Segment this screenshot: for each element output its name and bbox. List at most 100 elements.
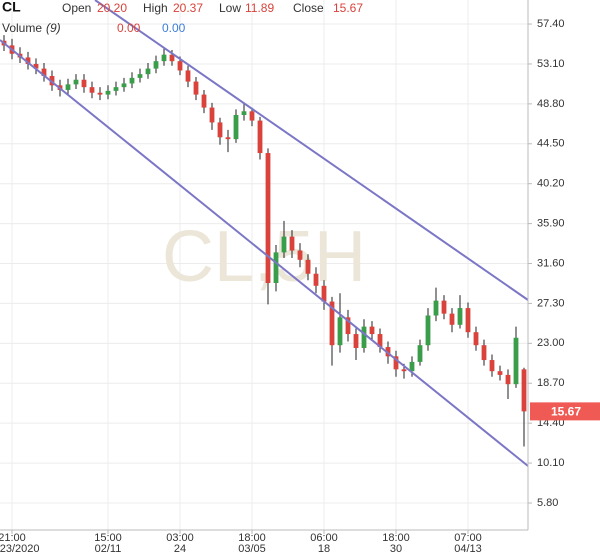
candle-body	[65, 84, 71, 90]
candle-body	[129, 77, 135, 84]
candle-body	[385, 347, 391, 357]
x-tick-label: 18:00	[238, 532, 266, 544]
channel-upper	[94, 0, 529, 301]
candle-body	[449, 313, 455, 325]
candle-body	[473, 332, 479, 346]
candle-body	[369, 326, 375, 335]
x-tick-date: 24	[174, 543, 186, 555]
x-tick-date: 01/23/2020	[0, 543, 40, 555]
candle-body	[249, 111, 255, 121]
candle-body	[25, 57, 31, 64]
watermark: CL,5H	[162, 217, 366, 297]
high-value: 20.37	[173, 1, 203, 15]
low-value: 11.89	[245, 1, 274, 15]
low-label: Low	[219, 1, 241, 15]
candle-body	[377, 334, 383, 348]
volume-period: (9)	[46, 21, 61, 35]
candle-body	[145, 68, 151, 75]
candle-body	[425, 315, 431, 346]
candle-body	[41, 68, 47, 77]
last-price-label: 15.67	[551, 405, 581, 419]
candle-body	[313, 273, 319, 286]
y-tick-label: 35.90	[537, 218, 565, 230]
y-tick-label: 57.40	[537, 18, 565, 30]
open-label: Open	[62, 1, 91, 15]
x-tick-date: 18	[318, 543, 330, 555]
y-tick-label: 48.80	[537, 98, 565, 110]
candle-body	[161, 54, 167, 62]
open-value: 20.20	[97, 1, 127, 15]
symbol: CL	[2, 0, 21, 15]
candle-body	[393, 356, 399, 370]
candle-body	[337, 317, 343, 346]
candle-body	[193, 81, 199, 95]
close-value: 15.67	[333, 1, 363, 15]
candle-body	[105, 90, 111, 95]
candle-body	[457, 308, 463, 325]
y-tick-label: 18.70	[537, 377, 565, 389]
y-tick-label: 23.00	[537, 337, 565, 349]
candle-body	[321, 285, 327, 302]
candle-body	[81, 79, 87, 88]
candle-body	[353, 334, 359, 348]
volume-value: 0.00	[117, 21, 141, 35]
x-tick-label: 21:00	[0, 532, 26, 544]
candle-body	[225, 137, 231, 140]
candle-body	[201, 94, 207, 108]
close-label: Close	[293, 1, 324, 15]
candle-body	[89, 87, 95, 93]
candle-body	[121, 83, 127, 88]
candle-body	[513, 337, 519, 385]
candle-body	[73, 79, 79, 85]
candle-body	[177, 61, 183, 71]
candle-body	[521, 369, 527, 412]
candle-body	[241, 111, 247, 116]
candle-body	[257, 120, 263, 154]
candle-body	[217, 122, 223, 138]
candle-body	[97, 92, 103, 95]
y-tick-label: 27.30	[537, 297, 565, 309]
candle-body	[153, 61, 159, 69]
candle-body	[417, 345, 423, 362]
candle-body	[233, 115, 239, 140]
candle-body	[465, 308, 471, 333]
x-tick-label: 06:00	[310, 532, 338, 544]
candle-body	[329, 301, 335, 346]
volume-value: 0.00	[162, 21, 186, 35]
candle-body	[49, 76, 55, 86]
candle-body	[297, 250, 303, 260]
x-tick-label: 03:00	[166, 532, 194, 544]
y-tick-label: 31.60	[537, 257, 565, 269]
candle-body	[113, 87, 119, 91]
y-tick-label: 40.20	[537, 178, 565, 190]
candle-body	[441, 300, 447, 314]
candle-body	[497, 371, 503, 375]
last-price-tag	[530, 402, 600, 421]
x-tick-label: 15:00	[94, 532, 122, 544]
candle-body	[505, 374, 511, 385]
candle-body	[33, 63, 39, 69]
candle-body	[489, 360, 495, 372]
x-tick-date: 04/13	[454, 543, 482, 555]
channel-lower	[0, 39, 529, 467]
candle-body	[209, 107, 215, 123]
x-tick-date: 02/11	[95, 543, 122, 555]
y-tick-label: 44.50	[537, 138, 565, 150]
candle-body	[185, 70, 191, 82]
candle-body	[409, 361, 415, 372]
y-tick-label: 5.80	[537, 497, 558, 509]
candle-body	[137, 74, 143, 78]
candle-body	[289, 236, 295, 251]
candle-body	[281, 236, 287, 253]
x-tick-date: 03/05	[238, 543, 266, 555]
candle-body	[433, 300, 439, 316]
x-tick-date: 30	[390, 543, 402, 555]
candle-body	[265, 153, 271, 284]
high-label: High	[143, 1, 168, 15]
candle-body	[481, 345, 487, 361]
y-tick-label: 10.10	[537, 457, 565, 469]
candle-body	[345, 317, 351, 335]
candle-body	[305, 259, 311, 274]
candle-body	[361, 326, 367, 348]
